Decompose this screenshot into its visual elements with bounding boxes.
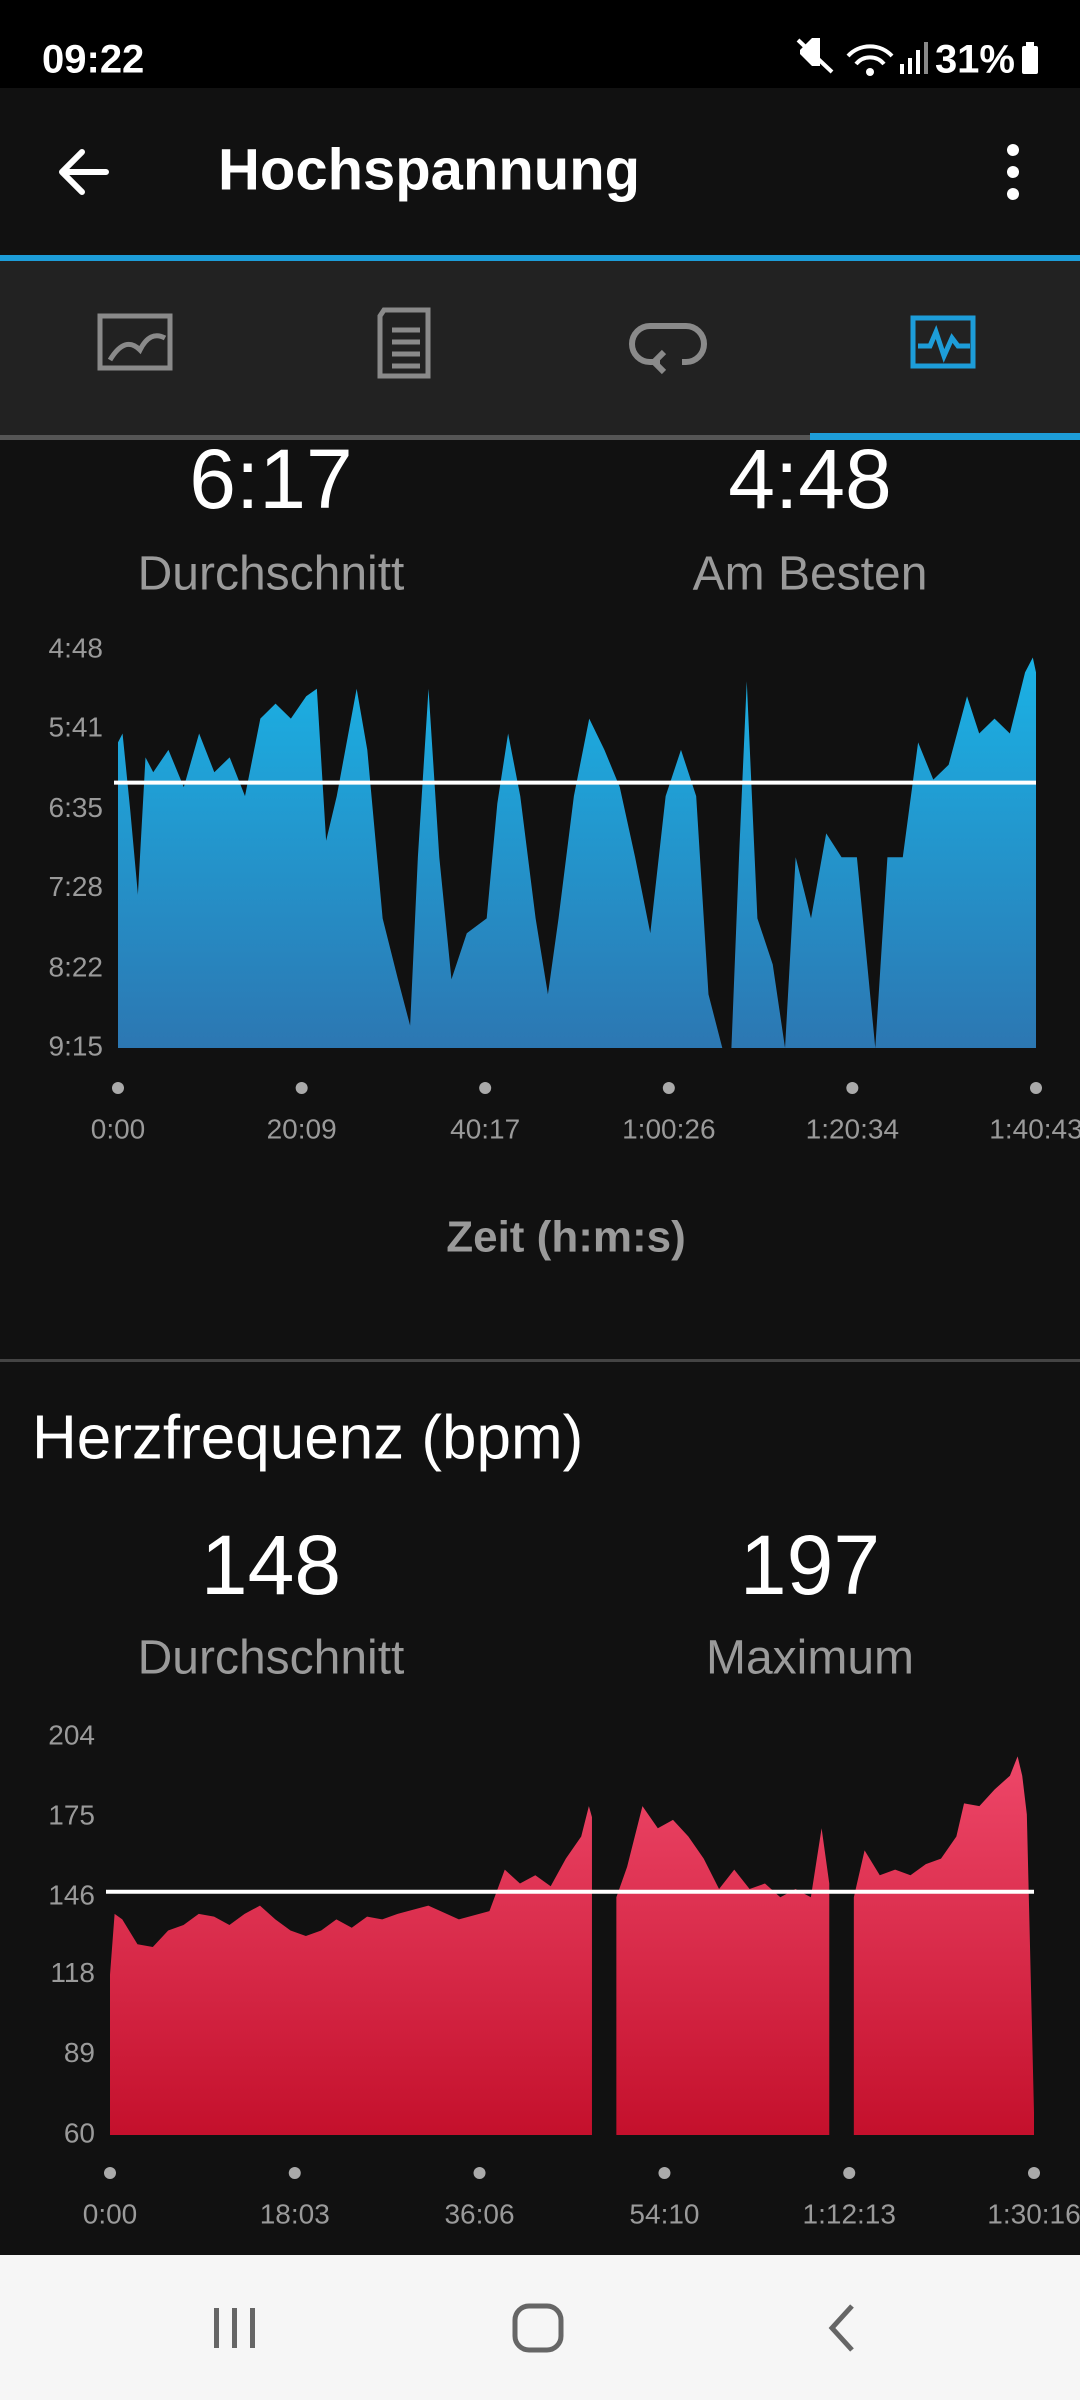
hr-maximum: 197 [740, 1518, 880, 1612]
x-tick-mark [1030, 1082, 1042, 1094]
tab-bar [0, 261, 1080, 435]
x-tick-mark [479, 1082, 492, 1094]
pace-best: 4:48 [728, 432, 892, 526]
x-tick-label: 0:00 [91, 1113, 146, 1144]
status-icons [796, 38, 1038, 76]
x-axis-label: Zeit (h:m:s) [446, 1213, 686, 1262]
x-tick-mark [843, 2167, 856, 2179]
chart-title: Herzfrequenz (bpm) [32, 1403, 583, 1472]
tab-laps[interactable] [629, 323, 707, 375]
x-tick-label: 36:06 [444, 2198, 514, 2229]
y-tick-label: 175 [48, 1800, 95, 1831]
tab-map[interactable] [97, 313, 173, 371]
pace-average: 6:17 [189, 432, 353, 526]
area [118, 657, 1036, 1048]
area [110, 1756, 1034, 2135]
x-tick-label: 40:17 [450, 1113, 520, 1144]
status-time: 09:22 [42, 38, 144, 82]
x-tick-mark [473, 2167, 486, 2179]
x-tick-mark [295, 1082, 308, 1094]
x-tick-mark [112, 1082, 124, 1094]
x-tick-mark [104, 2167, 116, 2179]
pace-average-label: Durchschnitt [138, 548, 405, 601]
y-tick-label: 146 [48, 1880, 95, 1911]
app-title: Hochspannung [218, 137, 640, 202]
y-tick-label: 89 [64, 2037, 95, 2068]
overflow-menu[interactable] [1007, 144, 1019, 200]
app-bar [0, 88, 1080, 255]
back-button[interactable] [59, 149, 109, 195]
nav-recents[interactable] [214, 2308, 255, 2348]
x-tick-label: 20:09 [267, 1113, 337, 1144]
section-divider [0, 1359, 1080, 1362]
accent-line [0, 255, 1080, 261]
hr-maximum-label: Maximum [706, 1632, 914, 1685]
y-tick-label: 8:22 [49, 951, 104, 982]
hr-average: 148 [201, 1518, 341, 1612]
hr-average-label: Durchschnitt [138, 1632, 405, 1685]
tab-divider [0, 435, 1080, 440]
x-tick-label: 1:12:13 [803, 2198, 896, 2229]
active-tab-indicator [810, 433, 1080, 440]
x-tick-label: 1:40:43 [989, 1113, 1080, 1144]
y-tick-label: 60 [64, 2117, 95, 2148]
battery-level: 31% [935, 38, 1015, 82]
x-tick-mark [658, 2167, 671, 2179]
x-tick-mark [662, 1082, 675, 1094]
x-tick-mark [288, 2167, 301, 2179]
nav-home[interactable] [512, 2303, 564, 2353]
y-tick-label: 9:15 [49, 1030, 104, 1061]
x-tick-mark [846, 1082, 859, 1094]
x-tick-label: 18:03 [260, 2198, 330, 2229]
tab-charts[interactable] [910, 315, 976, 369]
x-tick-mark [1028, 2167, 1040, 2179]
y-tick-label: 7:28 [49, 871, 104, 902]
x-tick-label: 0:00 [83, 2198, 138, 2229]
y-tick-label: 118 [50, 1957, 95, 1988]
y-tick-label: 4:48 [49, 632, 104, 663]
y-tick-label: 6:35 [49, 792, 104, 823]
x-tick-label: 1:00:26 [622, 1113, 715, 1144]
y-tick-label: 204 [48, 1719, 95, 1750]
pace-best-label: Am Besten [693, 548, 928, 601]
nav-back[interactable] [828, 2304, 854, 2352]
nav-bar [0, 2255, 1080, 2400]
y-tick-label: 5:41 [49, 711, 104, 742]
x-tick-label: 1:20:34 [806, 1113, 899, 1144]
tab-details[interactable] [377, 307, 431, 379]
status-bar [0, 0, 1080, 88]
x-tick-label: 54:10 [629, 2198, 699, 2229]
x-tick-label: 1:30:16 [987, 2198, 1080, 2229]
